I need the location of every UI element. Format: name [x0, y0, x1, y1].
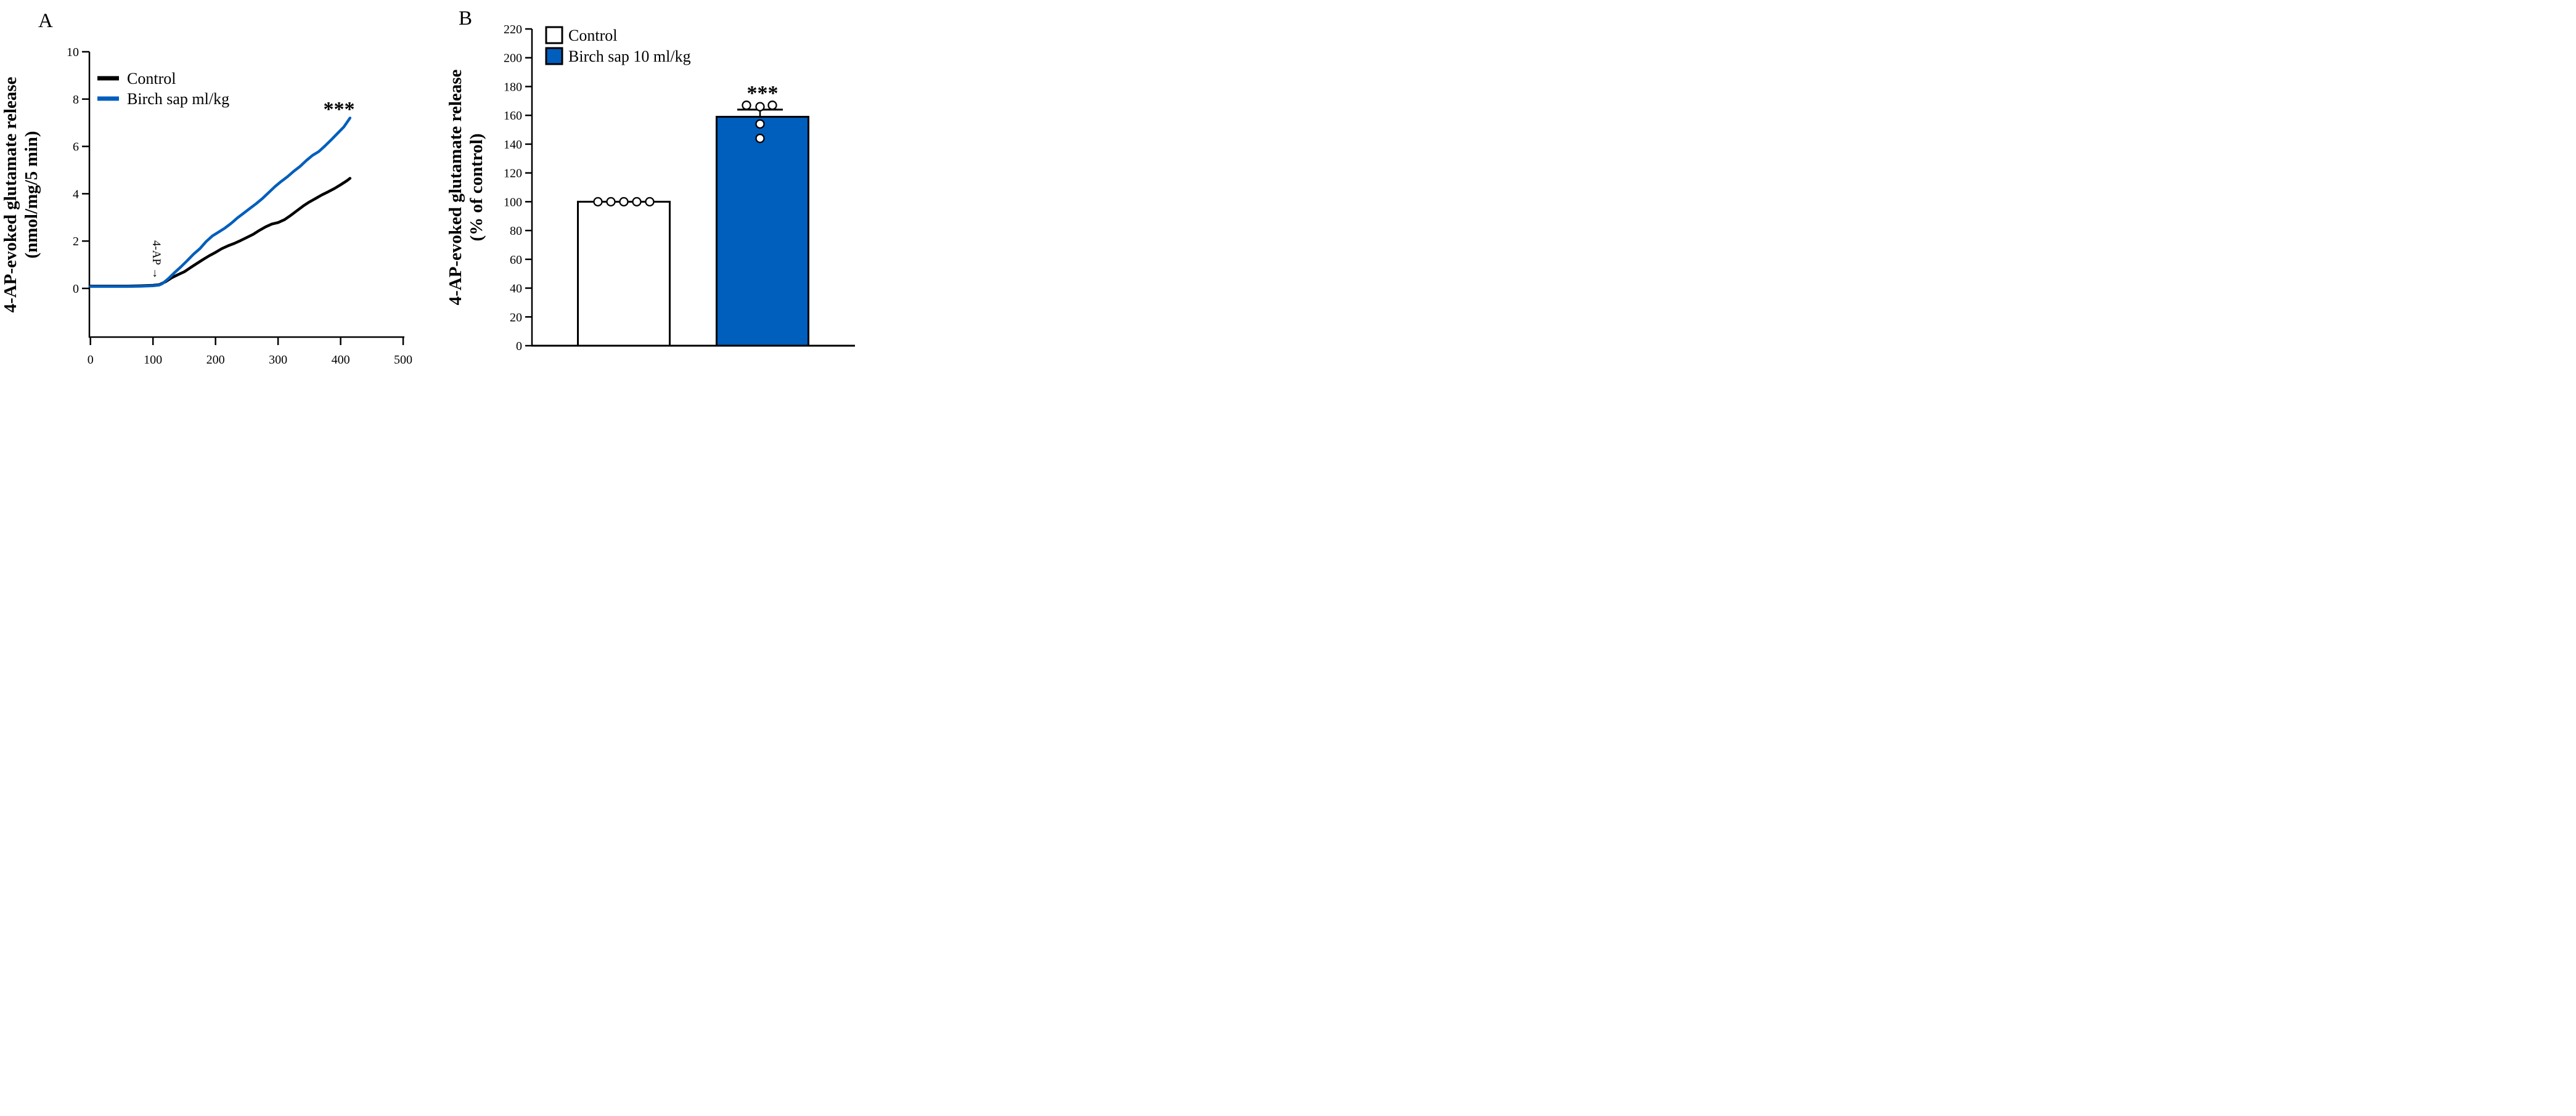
panel-a-xtick-label: 100 [144, 353, 162, 367]
legend-swatch-control-square [545, 26, 563, 44]
panel-b-ylabel-line2: (% of control) [467, 133, 486, 241]
panel-b-ytick-label: 180 [504, 80, 522, 94]
panel-b-significance-stars: *** [747, 82, 779, 105]
legend-label-control: Control [127, 70, 176, 88]
two-panel-figure: A 0 2 4 6 8 10 0 100 200 300 400 500 Control Birch … [0, 0, 859, 372]
panel-a-xtick-label: 0 [88, 353, 94, 367]
panel-a-xtick-label: 300 [269, 353, 287, 367]
panel-b-ytick-label: 80 [510, 224, 522, 238]
data-point-circle [767, 100, 777, 110]
data-point-circle [632, 197, 642, 207]
panel-a-ytick-label: 2 [73, 235, 79, 248]
legend-swatch-birch-square [545, 47, 563, 65]
panel-b-ytick-label: 40 [510, 282, 522, 296]
panel-b-bars-and-points [577, 100, 809, 347]
data-point-circle [645, 197, 655, 207]
panel-b-axes: 0 20 40 60 80 100 120 140 160 180 200 220 [504, 23, 855, 353]
panel-b-ytick-label: 20 [510, 311, 522, 324]
data-point-circle [606, 197, 616, 207]
panel-a-letter: A [38, 10, 53, 32]
panel-a-xtick-label: 400 [332, 353, 350, 367]
data-point-circle [755, 133, 765, 144]
panel-b-ytick-label: 220 [504, 23, 522, 36]
data-point-circle [755, 102, 765, 112]
data-point-circle [593, 197, 603, 207]
panel-b-ytick-label: 160 [504, 109, 522, 123]
panel-a-4ap-annotation: 4-AP → [150, 240, 163, 279]
panel-b-letter: B [459, 7, 472, 30]
panel-a-ytick-label: 10 [67, 46, 79, 59]
panel-a-ytick-label: 4 [73, 187, 79, 201]
panel-a-ylabel-line2: (nmol/mg/5 min) [22, 131, 41, 258]
data-point-circle [619, 197, 629, 207]
panel-b-ytick-label: 140 [504, 138, 522, 152]
data-point-circle [755, 119, 765, 129]
panel-a-ylabel-line1: 4-AP-evoked glutamate release [1, 76, 20, 312]
panel-a-ytick-label: 8 [73, 93, 79, 107]
panel-a-legend: Control Birch sap ml/kg [97, 70, 229, 108]
panel-a-significance-stars: *** [324, 98, 355, 121]
panel-b-ytick-label: 0 [516, 340, 522, 353]
panel-b-legend: Control Birch sap 10 ml/kg [545, 26, 691, 65]
legend-label-birch: Birch sap ml/kg [127, 90, 229, 108]
control-bar [577, 200, 671, 347]
legend-label-control: Control [568, 26, 617, 44]
panel-b-bar-chart: B 0 20 40 60 80 100 120 140 160 180 200 220 Control… [446, 7, 855, 353]
panel-b-ytick-label: 100 [504, 195, 522, 209]
panel-a-ytick-label: 0 [73, 282, 79, 296]
panel-a-curves [89, 116, 352, 288]
legend-label-birch: Birch sap 10 ml/kg [568, 47, 691, 65]
panel-a-xtick-label: 500 [394, 353, 412, 367]
panel-b-ylabel-line1: 4-AP-evoked glutamate release [446, 69, 465, 305]
panel-b-ytick-label: 200 [504, 52, 522, 65]
panel-a-ytick-label: 6 [73, 141, 79, 154]
panel-b-ytick-label: 120 [504, 167, 522, 181]
panel-a-xtick-label: 200 [206, 353, 225, 367]
panel-b-ytick-label: 60 [510, 253, 522, 267]
birch-sap-bar [716, 116, 809, 347]
data-point-circle [742, 100, 751, 110]
birch-sap-curve [89, 116, 352, 288]
